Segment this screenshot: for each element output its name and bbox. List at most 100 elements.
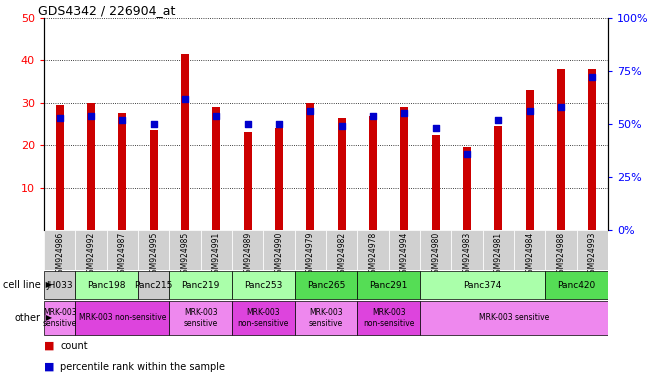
Text: GSM924989: GSM924989: [243, 232, 252, 278]
Point: [180, 96, 190, 102]
Bar: [432, 135, 439, 230]
Bar: [201, 230, 232, 270]
Bar: [494, 126, 503, 230]
Text: MRK-003 sensitive: MRK-003 sensitive: [479, 313, 549, 323]
Bar: [420, 271, 546, 300]
Point: [556, 104, 566, 110]
Text: GSM924978: GSM924978: [368, 232, 378, 278]
Text: GSM924985: GSM924985: [180, 232, 189, 278]
Bar: [232, 301, 295, 335]
Text: Panc420: Panc420: [557, 280, 596, 290]
Bar: [451, 230, 482, 270]
Text: GSM924995: GSM924995: [149, 232, 158, 278]
Point: [274, 121, 284, 127]
Bar: [76, 301, 169, 335]
Bar: [514, 230, 546, 270]
Text: GSM924993: GSM924993: [588, 232, 597, 278]
Text: Panc253: Panc253: [244, 280, 283, 290]
Bar: [264, 230, 295, 270]
Point: [305, 108, 316, 114]
Bar: [169, 230, 201, 270]
Point: [399, 110, 409, 116]
Text: GSM924992: GSM924992: [87, 232, 96, 278]
Bar: [338, 118, 346, 230]
Bar: [589, 69, 596, 230]
Point: [117, 117, 128, 123]
Bar: [76, 230, 107, 270]
Bar: [326, 230, 357, 270]
Bar: [232, 271, 295, 300]
Text: GSM924987: GSM924987: [118, 232, 127, 278]
Bar: [212, 107, 220, 230]
Point: [242, 121, 253, 127]
Text: other: other: [15, 313, 41, 323]
Bar: [44, 271, 76, 300]
Bar: [307, 103, 314, 230]
Bar: [56, 105, 64, 230]
Point: [525, 108, 535, 114]
Point: [462, 151, 472, 157]
Text: GSM924979: GSM924979: [306, 232, 315, 278]
Text: GSM924984: GSM924984: [525, 232, 534, 278]
Bar: [482, 230, 514, 270]
Text: GSM924986: GSM924986: [55, 232, 64, 278]
Bar: [169, 301, 232, 335]
Text: GSM924988: GSM924988: [557, 232, 566, 278]
Point: [493, 117, 503, 123]
Point: [430, 125, 441, 131]
Bar: [577, 230, 608, 270]
Bar: [150, 130, 158, 230]
Point: [337, 123, 347, 129]
Bar: [295, 301, 357, 335]
Text: ■: ■: [44, 362, 55, 372]
Text: ▶: ▶: [43, 280, 52, 290]
Text: GSM924983: GSM924983: [462, 232, 471, 278]
Bar: [118, 113, 126, 230]
Bar: [44, 301, 76, 335]
Text: Panc265: Panc265: [307, 280, 345, 290]
Text: GSM924994: GSM924994: [400, 232, 409, 278]
Text: Panc198: Panc198: [87, 280, 126, 290]
Bar: [357, 301, 420, 335]
Point: [55, 114, 65, 121]
Bar: [138, 271, 169, 300]
Text: MRK-003 non-sensitive: MRK-003 non-sensitive: [79, 313, 166, 323]
Bar: [138, 230, 169, 270]
Text: count: count: [61, 341, 88, 351]
Bar: [295, 230, 326, 270]
Text: Panc291: Panc291: [370, 280, 408, 290]
Text: MRK-003
sensitive: MRK-003 sensitive: [42, 308, 77, 328]
Text: JH033: JH033: [46, 280, 73, 290]
Point: [148, 121, 159, 127]
Text: GSM924980: GSM924980: [431, 232, 440, 278]
Bar: [357, 230, 389, 270]
Point: [368, 113, 378, 119]
Text: MRK-003
non-sensitive: MRK-003 non-sensitive: [363, 308, 414, 328]
Text: GSM924982: GSM924982: [337, 232, 346, 278]
Text: GDS4342 / 226904_at: GDS4342 / 226904_at: [38, 4, 176, 17]
Text: cell line: cell line: [3, 280, 41, 290]
Bar: [369, 116, 377, 230]
Bar: [76, 271, 138, 300]
Bar: [232, 230, 264, 270]
Bar: [357, 271, 420, 300]
Bar: [169, 271, 232, 300]
Bar: [295, 271, 357, 300]
Bar: [275, 128, 283, 230]
Bar: [87, 103, 95, 230]
Text: MRK-003
non-sensitive: MRK-003 non-sensitive: [238, 308, 289, 328]
Text: percentile rank within the sample: percentile rank within the sample: [61, 362, 225, 372]
Point: [86, 113, 96, 119]
Text: ▶: ▶: [43, 313, 52, 323]
Text: GSM924990: GSM924990: [275, 232, 283, 278]
Text: Panc219: Panc219: [182, 280, 220, 290]
Bar: [243, 132, 251, 230]
Bar: [420, 301, 608, 335]
Bar: [526, 90, 534, 230]
Bar: [389, 230, 420, 270]
Bar: [546, 230, 577, 270]
Bar: [44, 230, 76, 270]
Text: MRK-003
sensitive: MRK-003 sensitive: [309, 308, 343, 328]
Bar: [546, 271, 608, 300]
Bar: [463, 147, 471, 230]
